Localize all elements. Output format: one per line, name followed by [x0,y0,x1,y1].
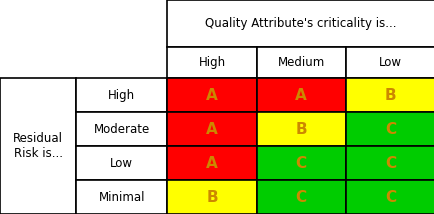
Text: Moderate: Moderate [93,123,150,136]
Bar [167,180,256,214]
Bar [167,78,256,112]
Bar [345,180,434,214]
Text: C: C [295,190,306,205]
Bar [167,112,256,146]
Text: B: B [384,88,395,103]
Bar [76,146,167,180]
Bar [345,146,434,180]
Bar [256,146,345,180]
Text: B: B [295,122,306,137]
Text: C: C [384,156,395,171]
Text: High: High [108,89,135,102]
Text: Minimal: Minimal [99,190,145,204]
Text: Low: Low [378,56,401,69]
Text: A: A [206,156,217,171]
Text: B: B [206,190,217,205]
Text: C: C [384,122,395,137]
Bar [76,78,167,112]
Bar [345,112,434,146]
Bar [256,78,345,112]
Bar [256,112,345,146]
Bar [167,146,256,180]
Text: A: A [206,122,217,137]
Bar [76,112,167,146]
Text: Medium: Medium [277,56,324,69]
Text: C: C [295,156,306,171]
Text: A: A [206,88,217,103]
Text: Residual
Risk is...: Residual Risk is... [13,132,63,160]
Bar [345,47,434,78]
Bar [345,78,434,112]
Bar [0,78,76,214]
Text: High: High [198,56,225,69]
Bar [256,47,345,78]
Text: Quality Attribute's criticality is...: Quality Attribute's criticality is... [205,17,396,30]
Bar [167,0,434,47]
Text: Low: Low [110,157,133,169]
Bar [256,180,345,214]
Text: C: C [384,190,395,205]
Bar [167,47,256,78]
Bar [76,180,167,214]
Text: A: A [295,88,306,103]
